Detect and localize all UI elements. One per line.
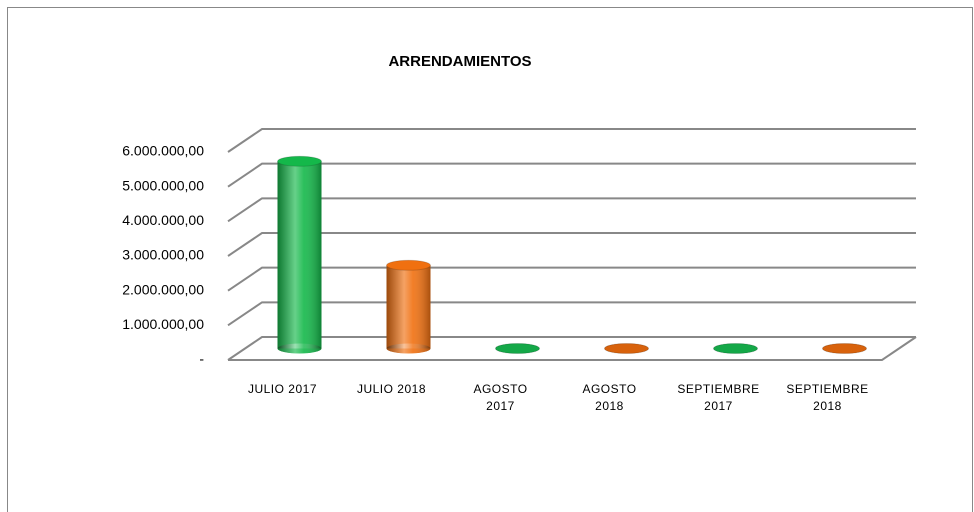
bar	[277, 155, 322, 354]
bar-shade	[277, 161, 322, 349]
y-tick-label: 4.000.000,00	[122, 212, 204, 228]
grid-line	[227, 128, 916, 153]
bar-top	[822, 343, 867, 354]
bar	[386, 259, 431, 354]
x-tick-label: JULIO 2018	[356, 382, 427, 396]
grid-line	[227, 301, 916, 327]
y-tick-label: 1.000.000,00	[122, 316, 204, 332]
bar	[713, 343, 758, 354]
bar	[495, 343, 540, 354]
grid-line	[227, 162, 916, 188]
x-tick-label: SEPTIEMBRE 2017	[677, 382, 760, 413]
bar	[822, 343, 867, 354]
bar	[604, 343, 649, 354]
x-tick-label: JULIO 2017	[247, 382, 318, 396]
grid-line	[227, 197, 916, 223]
bar-top	[386, 259, 431, 271]
y-tick-label: -	[199, 351, 204, 367]
grid-line	[227, 336, 916, 361]
bar-shade	[386, 265, 431, 349]
y-tick-label: 3.000.000,00	[122, 247, 204, 263]
chart-title: ARRENDAMIENTOS	[388, 53, 531, 70]
floor-edge	[228, 336, 917, 361]
bar-top	[277, 155, 322, 167]
chart-frame	[7, 7, 973, 512]
grid-line	[227, 232, 916, 257]
bar-top	[604, 343, 649, 354]
x-tick-label: AGOSTO 2018	[582, 382, 637, 413]
bar-base-shade	[277, 343, 322, 354]
y-tick-label: 2.000.000,00	[122, 281, 204, 297]
x-tick-label: SEPTIEMBRE 2018	[786, 382, 869, 413]
grid-line	[227, 266, 916, 292]
bar-top	[495, 343, 540, 354]
x-tick-label: AGOSTO 2017	[473, 382, 528, 413]
bar-base-shade	[386, 343, 431, 354]
y-tick-label: 6.000.000,00	[122, 143, 204, 159]
bar-top	[713, 343, 758, 354]
y-tick-label: 5.000.000,00	[122, 177, 204, 193]
